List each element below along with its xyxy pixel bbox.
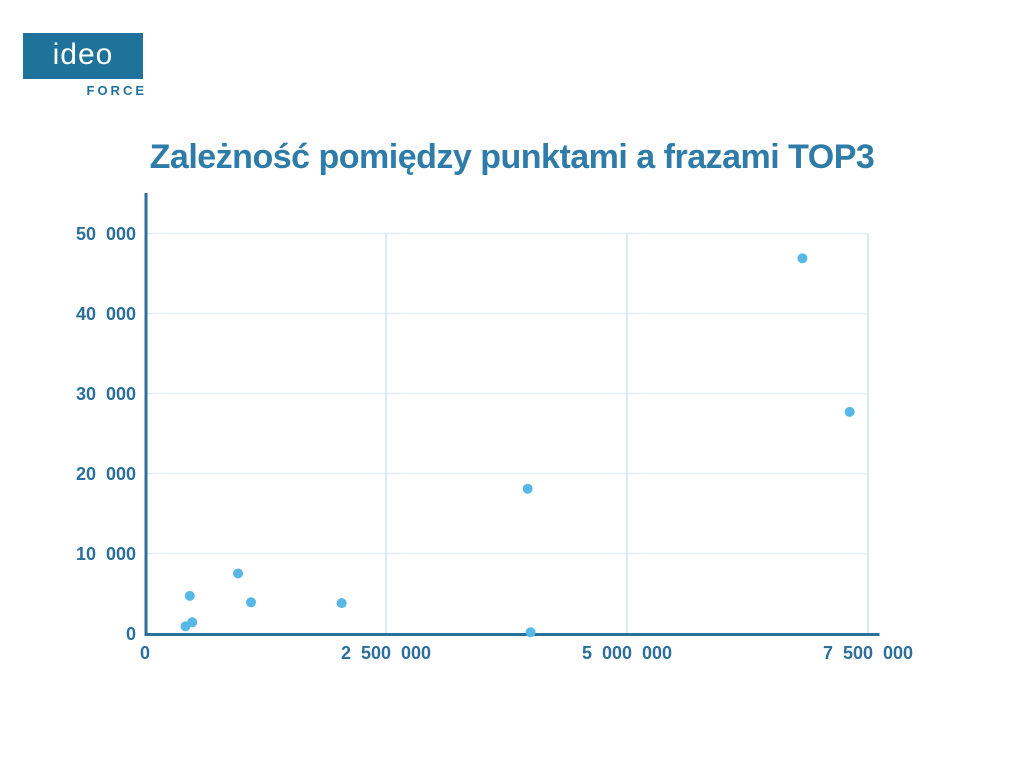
data-point: [797, 253, 808, 264]
x-tick-label: 0: [140, 643, 150, 663]
y-tick-label: 30 000: [76, 384, 136, 404]
y-tick-label: 50 000: [76, 224, 136, 244]
ideo-logo-text: ideo: [52, 37, 114, 71]
x-tick-label: 7 500 000: [823, 643, 913, 663]
data-point: [233, 568, 244, 579]
data-point: [525, 627, 536, 638]
data-point: [336, 598, 347, 609]
y-tick-label: 10 000: [76, 544, 136, 564]
x-tick-label: 2 500 000: [341, 643, 431, 663]
data-point: [246, 597, 257, 608]
data-point: [184, 590, 195, 601]
data-point: [844, 406, 855, 417]
ideo-logo-box: ideo: [23, 33, 143, 79]
force-logo-text: FORCE: [86, 83, 147, 98]
y-tick-label: 40 000: [76, 304, 136, 324]
data-point: [522, 483, 533, 494]
chart-title: Zależność pomiędzy punktami a frazami TO…: [149, 138, 875, 176]
y-tick-label: 20 000: [76, 464, 136, 484]
y-tick-label: 0: [126, 624, 136, 644]
ideo-force-logo: ideo FORCE: [23, 33, 147, 98]
data-point: [187, 617, 198, 628]
x-tick-label: 5 000 000: [582, 643, 672, 663]
